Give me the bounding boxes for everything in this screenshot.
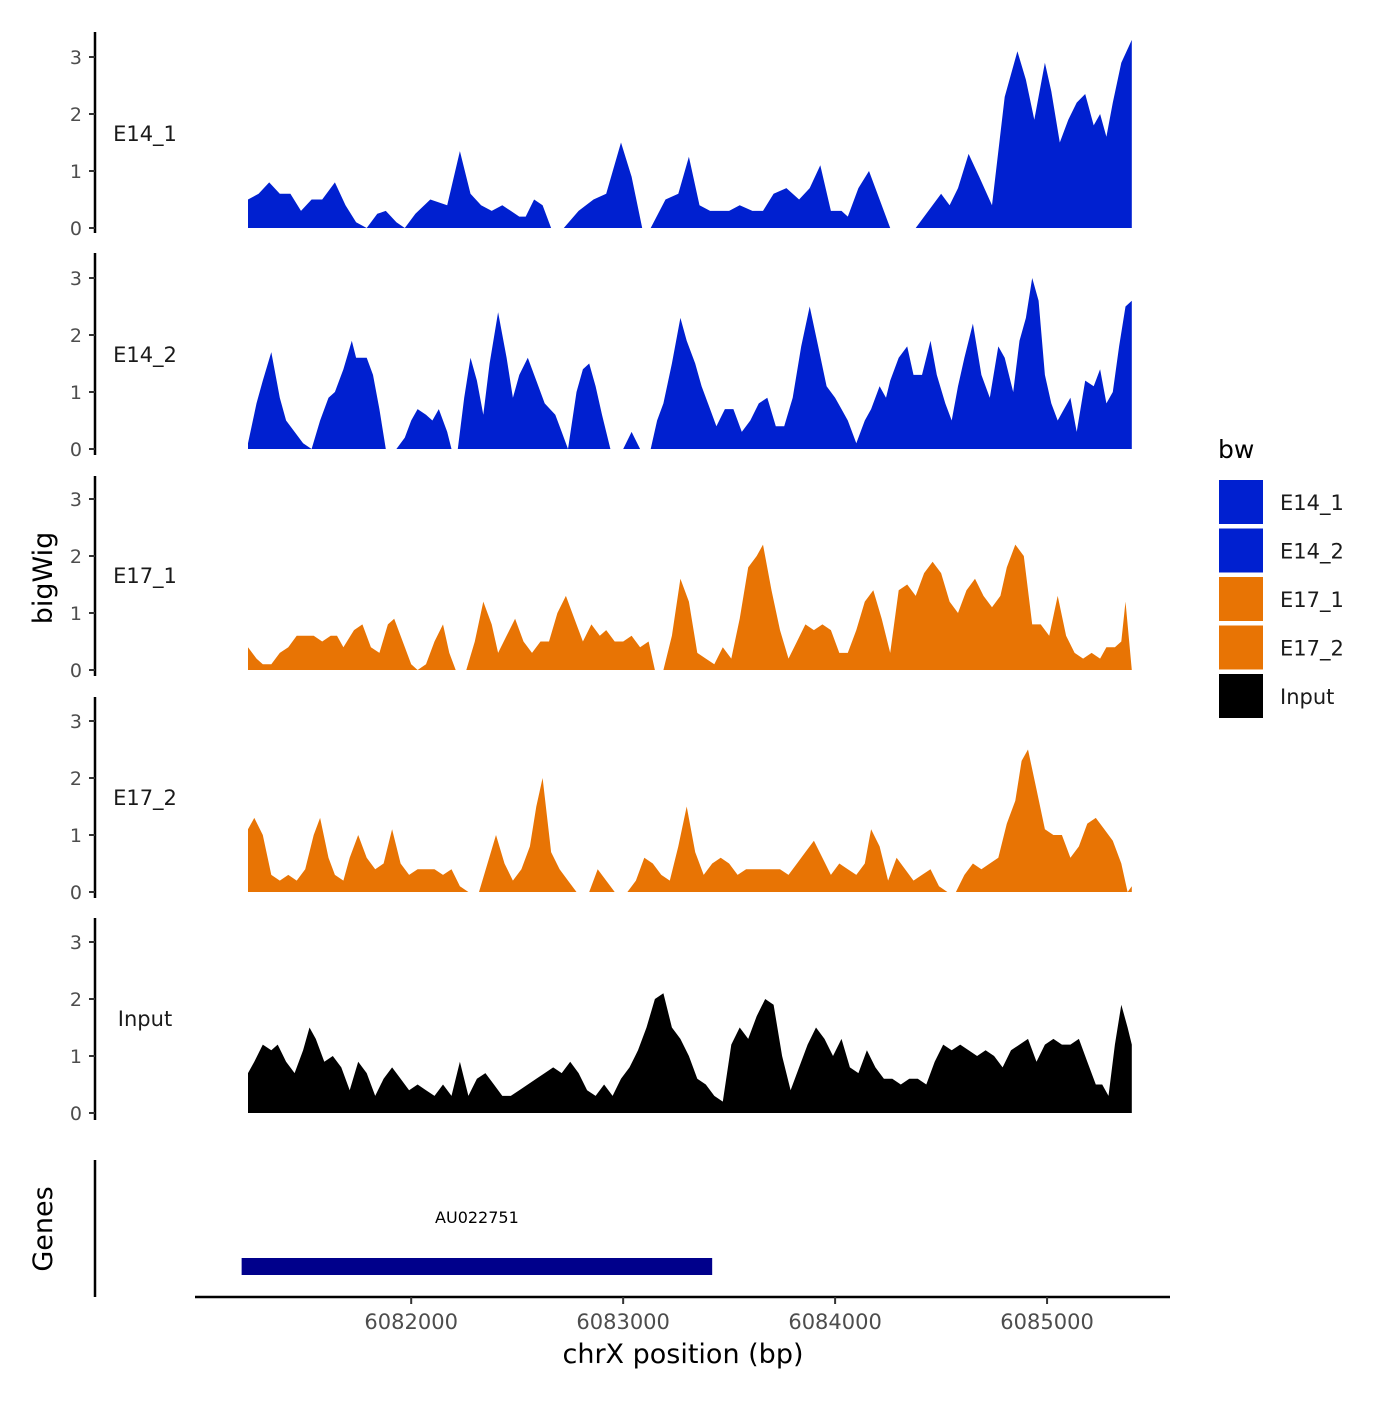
track-label: E14_2 [113,343,177,368]
y-tick-label: 3 [70,932,82,954]
legend-title: bw [1218,435,1254,464]
signal-area-E17_1 [248,544,1132,670]
legend-swatch-E14_1 [1219,480,1263,524]
legend-swatch-E14_2 [1219,528,1263,573]
genes-panel: AU022751 [93,1160,713,1297]
signal-area-E17_2 [248,749,1132,892]
signal-area-E14_1 [248,39,1132,229]
track-label: E17_2 [113,786,177,811]
y-tick-label: 3 [70,47,82,69]
y-tick-label: 3 [70,268,82,290]
x-tick-label: 6082000 [364,1310,458,1334]
legend-label-E17_2: E17_2 [1280,637,1344,662]
legend: bw E14_1 E14_2 E17_1 E17_2 Input [1218,435,1344,718]
y-tick-label: 0 [70,218,82,240]
y-tick-label: 1 [70,603,82,625]
track-E17_1: 0 1 2 3 E17_1 [70,476,1132,682]
y-tick-label: 0 [70,660,82,682]
track-E17_2: 0 1 2 3 E17_2 [70,697,1132,904]
legend-label-E17_1: E17_1 [1280,588,1344,613]
y-tick-label: 0 [70,882,82,904]
y-tick-label: 1 [70,1046,82,1068]
x-axis: 6082000 6083000 6084000 6085000 [195,1295,1170,1334]
y-tick-label: 0 [70,1103,82,1125]
legend-swatch-E17_2 [1219,625,1263,670]
x-axis-title: chrX position (bp) [562,1339,803,1370]
y-tick-label: 0 [70,439,82,461]
y-tick-label: 1 [70,161,82,183]
track-Input: 0 1 2 3 Input [70,918,1132,1125]
y-tick-label: 1 [70,825,82,847]
genes-axis-title: Genes [28,1186,59,1271]
gene-body [241,1258,713,1275]
track-E14_1: 0 1 2 3 E14_1 [70,32,1132,240]
y-axis-title: bigWig [28,532,59,625]
track-label: E17_1 [113,564,177,589]
gene-label: AU022751 [435,1208,519,1227]
x-tick-label: 6085000 [1000,1310,1094,1334]
y-tick-label: 3 [70,489,82,511]
legend-label-Input: Input [1280,685,1334,709]
tracks-layer: 0 1 2 3 E14_1 0 1 2 3 E14_2 0 1 2 3 E17_1 0 1 2 3 E17_2 0 1 2 3… [70,32,1132,1125]
legend-label-E14_2: E14_2 [1280,540,1344,565]
y-tick-label: 2 [70,989,82,1011]
y-tick-label: 3 [70,711,82,733]
signal-area-E14_2 [248,278,1132,449]
y-tick-label: 1 [70,382,82,404]
legend-swatch-E17_1 [1219,577,1263,621]
track-label: E14_1 [113,122,177,147]
y-tick-label: 2 [70,768,82,790]
x-tick-label: 6083000 [576,1310,670,1334]
y-tick-label: 2 [70,104,82,126]
x-tick-label: 6084000 [788,1310,882,1334]
track-label: Input [118,1007,172,1031]
legend-label-E14_1: E14_1 [1280,491,1344,516]
y-tick-label: 2 [70,325,82,347]
track-E14_2: 0 1 2 3 E14_2 [70,253,1132,461]
legend-swatch-Input [1219,674,1263,718]
y-tick-label: 2 [70,546,82,568]
signal-area-Input [248,993,1132,1113]
